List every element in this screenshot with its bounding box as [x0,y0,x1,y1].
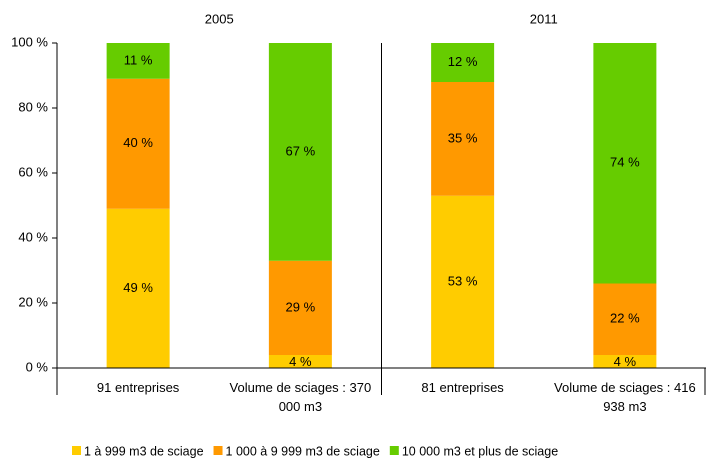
group-label: 2005 [205,11,234,26]
bar-segment [106,43,170,79]
legend-swatch [213,446,223,455]
data-label: 40 % [123,135,153,150]
data-label: 4 % [289,354,312,369]
legend-label: 1 à 999 m3 de sciage [84,444,204,458]
group-label: 2011 [530,11,558,26]
data-label: 11 % [124,52,153,67]
bar-segment [431,195,495,368]
data-label: 29 % [286,299,316,314]
y-tick-label: 80 % [18,99,48,114]
y-tick-label: 0 % [26,359,49,374]
data-label: 35 % [448,130,478,145]
data-label: 74 % [610,155,640,170]
legend-label: 10 000 m3 et plus de sciage [402,444,558,458]
data-label: 67 % [286,143,316,158]
data-label: 4 % [614,354,637,369]
legend-swatch [389,446,399,455]
data-label: 12 % [448,54,478,69]
bar-segment [268,355,332,368]
bar-segment [593,283,657,355]
data-label: 22 % [610,311,640,326]
bar-segment [593,43,657,284]
bar-segment [106,78,170,209]
y-tick-label: 100 % [11,34,48,49]
x-tick-label: 81 entreprises [421,380,504,395]
x-tick-label: Volume de sciages : 370 000 m3 [229,380,372,414]
bar-segment [431,82,495,196]
y-tick-label: 60 % [18,164,48,179]
y-tick-label: 20 % [18,294,48,309]
legend-label: 1 000 à 9 999 m3 de sciage [226,444,380,458]
x-tick-label: 91 entreprises [96,380,180,395]
data-label: 49 % [123,280,153,295]
data-label: 53 % [448,273,478,288]
bar-segment [431,43,495,82]
bar-segment [593,355,657,368]
bar-segment [268,43,332,261]
y-tick-label: 40 % [18,229,48,244]
legend-swatch [72,446,81,455]
bar-segment [106,208,170,368]
x-tick-label: Volume de sciages : 416 938 m3 [554,380,696,414]
bar-segment [268,260,332,355]
